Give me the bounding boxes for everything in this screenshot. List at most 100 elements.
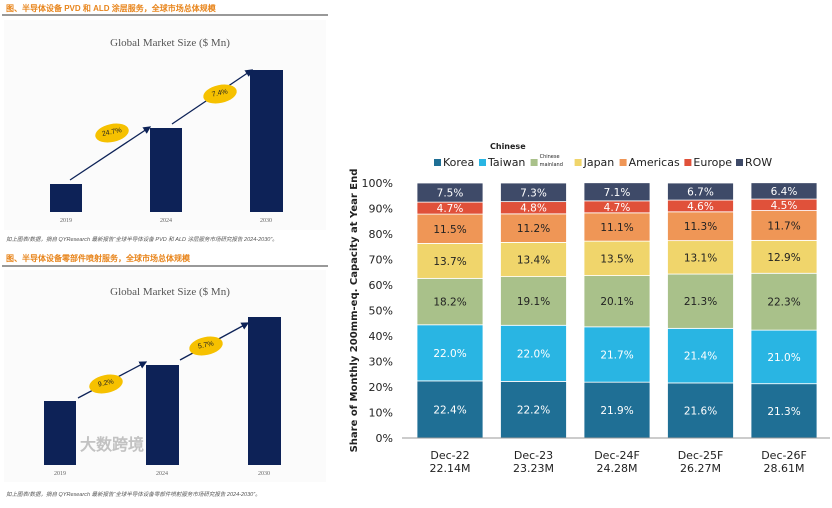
bar-segment bbox=[667, 240, 734, 275]
figure-title-pvd-ald: 图、半导体设备 PVD 和 ALD 涂层服务，全球市场总体规模 bbox=[6, 4, 216, 13]
data-label: 22.2% bbox=[517, 405, 550, 417]
bar-segment bbox=[416, 182, 484, 203]
year-label: 2030 bbox=[260, 218, 272, 224]
category-label: Dec-25F bbox=[678, 449, 724, 462]
y-tick-label: 20% bbox=[369, 381, 393, 394]
legend-swatch bbox=[736, 159, 743, 166]
legend-label: Europe bbox=[693, 156, 732, 169]
bar-2030 bbox=[248, 317, 281, 465]
chart-title: Global Market Size ($ Mn) bbox=[110, 286, 230, 298]
bar-segment bbox=[500, 182, 567, 203]
category-label: Dec-26F bbox=[761, 449, 807, 462]
bar-segment bbox=[583, 275, 651, 328]
bar-segment bbox=[500, 242, 567, 277]
legend-label-top: Chinese bbox=[540, 154, 560, 160]
data-label: 13.7% bbox=[433, 256, 466, 268]
bar-segment bbox=[667, 182, 734, 201]
legend-label: Japan bbox=[583, 156, 615, 169]
data-label: 11.1% bbox=[600, 222, 633, 234]
data-label: 21.0% bbox=[767, 352, 800, 364]
legend-header: Chinese bbox=[490, 142, 526, 151]
bar-segment bbox=[583, 240, 651, 276]
bar-2019 bbox=[44, 401, 76, 465]
bar-segment bbox=[667, 382, 734, 439]
bar-segment bbox=[416, 243, 484, 279]
source-note: 如上图表/数据，摘自 QYResearch 最新报告“全球半导体设备 PVD 和… bbox=[6, 237, 278, 243]
data-label: 22.0% bbox=[433, 348, 466, 360]
data-label: 4.8% bbox=[520, 203, 547, 215]
bar-segment bbox=[583, 212, 651, 242]
category-sublabel: 22.14M bbox=[430, 462, 471, 475]
bar-segment bbox=[667, 273, 734, 329]
divider bbox=[2, 265, 328, 267]
legend-label: ROW bbox=[745, 156, 772, 169]
legend-swatch bbox=[619, 159, 627, 166]
bar-segment bbox=[416, 324, 484, 382]
watermark: 大数跨境 bbox=[80, 437, 145, 454]
bar-segment bbox=[583, 326, 651, 383]
legend-label: Korea bbox=[443, 156, 474, 169]
data-label: 7.5% bbox=[437, 188, 464, 200]
data-label: 11.7% bbox=[767, 220, 800, 232]
data-label: 22.4% bbox=[433, 404, 466, 416]
data-label: 21.9% bbox=[600, 405, 633, 417]
legend-label: Taiwan bbox=[487, 156, 525, 169]
category-sublabel: 23.23M bbox=[513, 462, 554, 475]
legend-label: mainland bbox=[540, 162, 563, 168]
data-label: 21.7% bbox=[600, 349, 633, 361]
data-label: 4.5% bbox=[771, 200, 798, 212]
category-label: Dec-23 bbox=[514, 449, 553, 462]
y-tick-label: 10% bbox=[369, 407, 393, 420]
year-label: 2019 bbox=[60, 218, 72, 224]
data-label: 20.1% bbox=[600, 296, 633, 308]
bar-segment bbox=[750, 272, 818, 331]
y-tick-label: 60% bbox=[369, 279, 393, 292]
bar-segment bbox=[667, 211, 734, 242]
bar-segment bbox=[416, 277, 484, 326]
y-tick-label: 80% bbox=[369, 228, 393, 241]
chart-title: Global Market Size ($ Mn) bbox=[110, 37, 230, 49]
data-label: 7.3% bbox=[520, 187, 547, 199]
growth-arrows bbox=[77, 322, 250, 399]
bar-segment bbox=[500, 276, 567, 326]
data-label: 13.4% bbox=[517, 255, 550, 267]
y-tick-label: 0% bbox=[376, 432, 393, 445]
data-label: 21.3% bbox=[684, 296, 717, 308]
bar-segment bbox=[416, 213, 484, 244]
figure-title-spray: 图、半导体设备零部件喷射服务，全球市场总体规模 bbox=[6, 254, 190, 263]
bar-2019 bbox=[50, 184, 82, 212]
y-tick-label: 50% bbox=[369, 305, 393, 318]
category-sublabel: 26.27M bbox=[680, 462, 721, 475]
bar-2030 bbox=[250, 70, 283, 212]
category-label: Dec-24F bbox=[594, 449, 640, 462]
data-label: 11.3% bbox=[684, 221, 717, 233]
data-label: 13.5% bbox=[600, 253, 633, 265]
legend-swatch bbox=[574, 159, 582, 166]
data-label: 6.7% bbox=[687, 187, 714, 199]
year-label: 2019 bbox=[54, 471, 66, 477]
data-label: 19.1% bbox=[517, 296, 550, 308]
y-tick-label: 70% bbox=[369, 254, 393, 267]
data-label: 21.6% bbox=[684, 405, 717, 417]
legend-swatch bbox=[530, 159, 538, 166]
bar-segment bbox=[583, 182, 651, 202]
data-label: 7.1% bbox=[604, 187, 631, 199]
data-label: 4.6% bbox=[687, 201, 714, 213]
data-label: 22.3% bbox=[767, 297, 800, 309]
data-label: 4.7% bbox=[604, 202, 631, 214]
bar-2024 bbox=[150, 128, 182, 212]
y-tick-label: 90% bbox=[369, 203, 393, 216]
bar-segment bbox=[750, 210, 818, 241]
bar-2024 bbox=[146, 365, 179, 465]
year-label: 2024 bbox=[160, 218, 172, 224]
legend-swatch bbox=[434, 159, 441, 166]
bar-segment bbox=[500, 213, 567, 243]
data-label: 18.2% bbox=[433, 297, 466, 309]
y-tick-label: 100% bbox=[362, 177, 393, 190]
bar-segment bbox=[750, 329, 818, 385]
data-label: 13.1% bbox=[684, 252, 717, 264]
data-label: 21.3% bbox=[767, 406, 800, 418]
data-label: 6.4% bbox=[771, 186, 798, 198]
y-axis-title: Share of Monthly 200mm-eq. Capacity at Y… bbox=[349, 169, 360, 453]
y-tick-label: 30% bbox=[369, 356, 393, 369]
